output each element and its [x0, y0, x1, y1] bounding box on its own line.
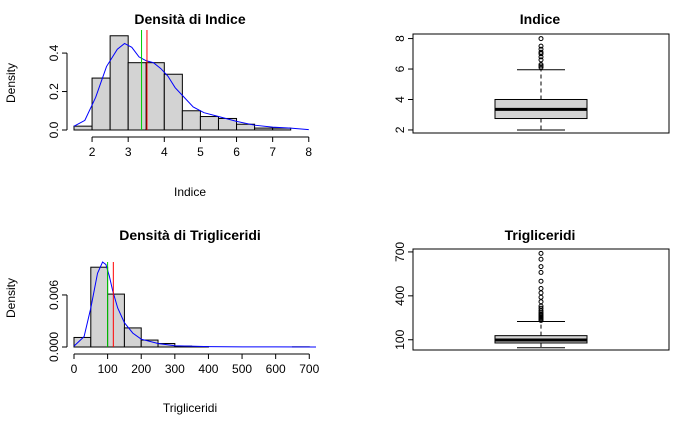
box-trig-panel: Trigliceridi 100 400 700 [393, 227, 670, 351]
p1-ytick-label-1: 4 [393, 96, 407, 103]
p3-outlier-15 [538, 278, 544, 284]
p3-outlier-16 [538, 269, 544, 275]
p0-bar-1 [91, 77, 111, 131]
p2-bar-0 [73, 336, 92, 348]
hist-indice-title: Densità di Indice [134, 11, 245, 27]
p1-outlier-7 [538, 46, 544, 52]
p3-outlier-17 [538, 264, 544, 270]
p3-ytick-label-1: 400 [393, 286, 407, 306]
p3-outlier-12 [538, 294, 544, 300]
p0-xtick-label-6: 8 [305, 145, 312, 159]
p1-outlier-5 [538, 51, 544, 57]
p1-outlier-9 [538, 36, 544, 42]
p0-bar-2 [109, 35, 129, 131]
p0-xtick-label-4: 6 [233, 145, 240, 159]
p3-outlier-19 [538, 250, 544, 256]
p1-outlier-4 [538, 54, 544, 60]
p3-outlier-9 [538, 305, 544, 311]
p0-ytick-label-1: 0.2 [47, 83, 61, 100]
p1-ytick-label-0: 2 [393, 126, 407, 133]
p0-bar-4 [145, 62, 165, 131]
p1-outlier-6 [538, 49, 544, 55]
p0-density-curve [73, 42, 309, 131]
p0-xtick-label-5: 7 [269, 145, 276, 159]
p2-bar-1 [90, 266, 109, 348]
p0-bar-3 [127, 62, 147, 131]
p2-ytick-label-1: 0.006 [47, 280, 61, 310]
p0-ytick-label-0: 0.0 [47, 121, 61, 138]
hist-indice-ylabel: Density [4, 63, 18, 103]
hist-trig-title: Densità di Trigliceridi [119, 227, 261, 243]
box-trig-title: Trigliceridi [505, 227, 576, 243]
p1-outlier-2 [538, 61, 544, 67]
p2-xtick-label-2: 200 [131, 362, 151, 376]
p2-xtick-label-0: 0 [71, 362, 78, 376]
hist-trig-ylabel: Density [4, 278, 18, 318]
p0-xtick-label-3: 5 [197, 145, 204, 159]
hist-trig-panel: Densità di Trigliceridi Trigliceridi Den… [4, 227, 320, 415]
p2-xtick-label-5: 500 [232, 362, 252, 376]
p2-density-curve [73, 261, 317, 348]
box-indice-panel: Indice 2 4 6 8 [393, 11, 670, 134]
hist-indice-xlabel: Indice [174, 185, 206, 199]
p1-ytick-label-2: 6 [393, 65, 407, 72]
p2-bar-3 [123, 327, 142, 348]
p2-xtick-label-7: 700 [299, 362, 319, 376]
p2-xtick-label-3: 300 [165, 362, 185, 376]
p3-outlier-11 [538, 299, 544, 305]
p3-outlier-14 [538, 286, 544, 292]
p1-outlier-1 [538, 63, 544, 69]
box-indice-title: Indice [520, 11, 561, 27]
p3-ytick-label-0: 100 [393, 329, 407, 349]
p1-outlier-0 [538, 65, 544, 71]
p0-bar-9 [236, 123, 256, 131]
p1-ytick-label-3: 8 [393, 35, 407, 42]
p0-bar-5 [163, 73, 183, 131]
p0-bar-6 [181, 110, 201, 131]
p2-xtick-label-6: 600 [266, 362, 286, 376]
p0-bar-0 [73, 125, 93, 131]
p0-bar-10 [254, 127, 274, 131]
p0-bar-7 [199, 116, 219, 131]
p0-ytick-label-2: 0.4 [47, 44, 61, 61]
p3-ytick-label-2: 700 [393, 242, 407, 262]
p2-xtick-label-1: 100 [98, 362, 118, 376]
p3-outlier-18 [538, 256, 544, 262]
p2-ytick-label-0: 0.000 [47, 332, 61, 362]
p3-outlier-13 [538, 290, 544, 296]
p0-xtick-label-2: 4 [161, 145, 168, 159]
p1-outlier-3 [538, 57, 544, 63]
p1-outlier-8 [538, 43, 544, 49]
p2-xtick-label-4: 400 [198, 362, 218, 376]
hist-trig-xlabel: Trigliceridi [163, 401, 217, 415]
p0-xtick-label-1: 3 [125, 145, 132, 159]
p0-xtick-label-0: 2 [89, 145, 96, 159]
hist-indice-panel: Densità di Indice Indice Density 2 3 4 5 6 7 8… [4, 11, 312, 199]
